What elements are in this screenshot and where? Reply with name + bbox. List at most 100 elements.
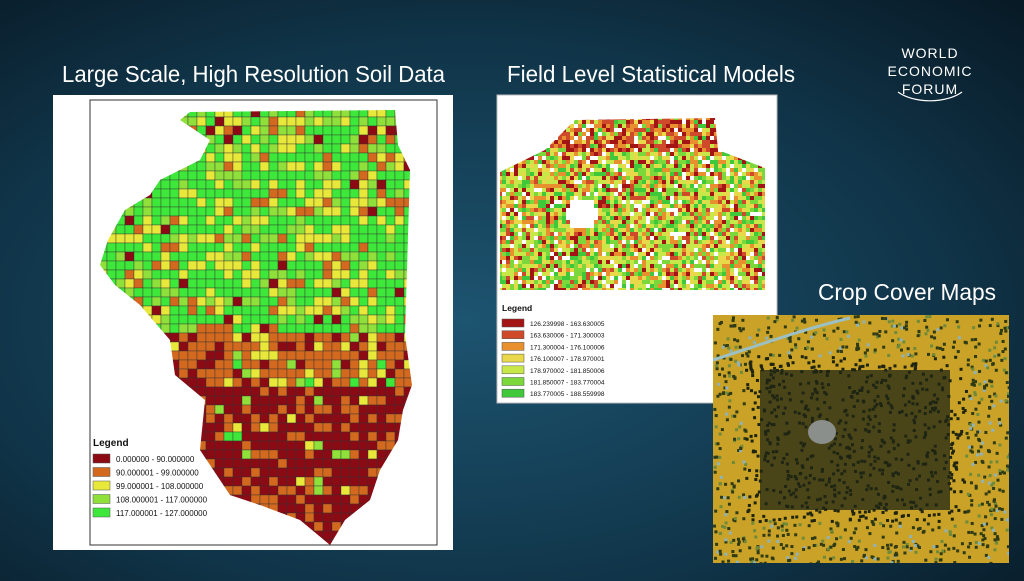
map-cell [726,260,730,264]
map-cell [654,212,658,216]
map-cell [610,192,614,196]
map-cell [710,172,714,176]
map-cell [590,120,594,124]
map-cell [734,200,738,204]
map-cell [178,350,189,361]
crop-speck [819,542,823,546]
map-cell [196,323,207,334]
map-cell [630,180,634,184]
map-cell [738,272,742,276]
map-cell [522,228,526,232]
map-cell [304,161,315,172]
map-cell [742,284,746,288]
map-cell [304,125,315,136]
map-cell [578,236,582,240]
map-cell [205,152,216,163]
map-cell [662,224,666,228]
crop-speck [767,533,771,537]
map-cell [313,404,324,415]
map-cell [322,161,333,172]
map-cell [674,148,678,152]
map-cell [762,192,765,196]
map-cell [738,244,742,248]
map-cell [642,276,646,280]
map-cell [286,170,297,181]
map-cell [510,248,514,252]
map-cell [638,236,642,240]
map-cell [502,200,506,204]
map-cell [702,248,706,252]
map-cell [570,128,574,132]
map-cell [614,120,618,124]
map-cell [646,172,650,176]
map-cell [554,216,558,220]
map-cell [750,200,754,204]
map-cell [666,184,670,188]
map-cell [304,224,315,235]
map-cell [295,260,306,271]
map-cell [558,268,562,272]
map-cell [654,168,658,172]
map-cell [385,134,396,145]
map-cell [642,132,646,136]
map-cell [758,280,762,284]
map-cell [214,179,225,190]
map-cell [730,280,734,284]
map-cell [394,359,405,370]
map-cell [626,260,630,264]
map-cell [331,296,342,307]
map-cell [349,368,360,379]
map-cell [654,220,658,224]
map-cell [634,288,638,290]
map-cell [702,196,706,200]
map-cell [586,276,590,280]
map-cell [169,233,180,244]
map-cell [214,386,225,397]
crop-speck [937,519,941,523]
map-cell [169,206,180,217]
map-cell [566,288,570,290]
map-cell [554,168,558,172]
map-cell [394,224,405,235]
map-cell [205,413,216,424]
map-cell [694,164,698,168]
crop-speck [1001,489,1005,493]
map-cell [638,140,642,144]
map-cell [250,440,261,451]
crop-speck [748,336,752,340]
map-cell [241,458,252,469]
map-cell [550,176,554,180]
map-cell [694,212,698,216]
map-cell [682,124,686,128]
crop-speck [742,493,746,497]
map-cell [295,377,306,388]
map-cell [358,215,369,226]
crop-speck [791,361,795,365]
map-cell [678,192,682,196]
map-cell [706,276,710,280]
map-cell [232,206,243,217]
map-cell [574,168,578,172]
map-cell [538,284,542,288]
map-cell [534,252,538,256]
map-cell [259,134,270,145]
map-cell [546,252,550,256]
map-cell [714,196,718,200]
map-cell [670,224,674,228]
map-cell [666,204,670,208]
logo-arc [897,91,963,102]
map-cell [250,449,261,460]
map-cell [690,180,694,184]
map-cell [654,136,658,140]
map-cell [722,244,726,248]
map-cell [718,288,722,290]
map-cell [241,287,252,298]
map-cell [394,206,405,217]
crop-speck [905,543,909,547]
map-cell [746,160,750,164]
map-cell [376,269,387,280]
map-cell [686,164,690,168]
map-cell [500,176,502,180]
map-cell [666,224,670,228]
map-cell [214,287,225,298]
